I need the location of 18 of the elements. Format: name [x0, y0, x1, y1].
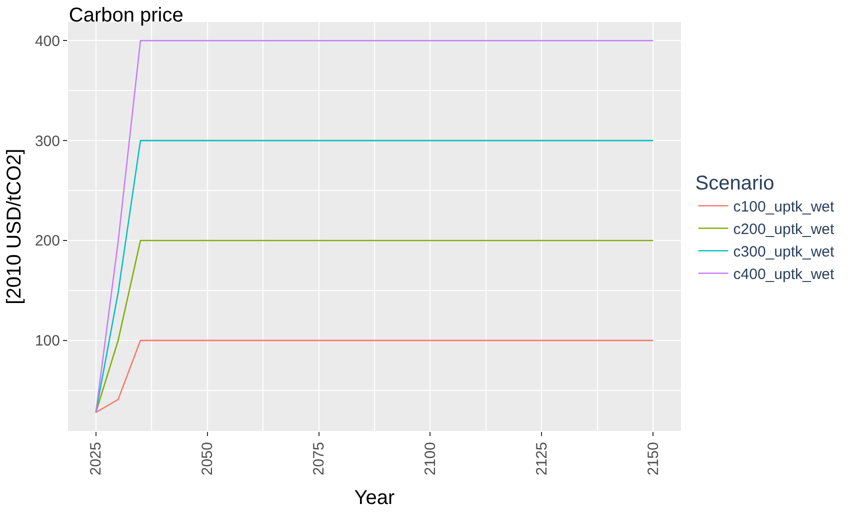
y-tick-label: 200: [34, 232, 60, 250]
legend-label: c100_uptk_wet: [733, 198, 835, 216]
legend-label: c300_uptk_wet: [733, 244, 835, 261]
y-tick-label: 400: [34, 32, 60, 50]
legend-label: c200_uptk_wet: [733, 221, 835, 238]
legend-label: c400_uptk_wet: [733, 266, 835, 284]
chart-title: Carbon price: [68, 4, 184, 27]
y-tick-label: 100: [34, 332, 60, 350]
y-axis-title: [2010 USD/tCO2]: [3, 148, 26, 304]
x-tick-label: 2100: [422, 442, 440, 476]
legend-title: Scenario: [695, 172, 774, 194]
x-tick-label: 2150: [645, 442, 662, 476]
x-tick-label: 2075: [310, 442, 328, 476]
x-tick-label: 2125: [534, 442, 551, 476]
x-tick-label: 2025: [88, 442, 105, 476]
x-axis-title: Year: [354, 486, 396, 509]
y-tick-label: 300: [34, 132, 60, 150]
x-tick-label: 2050: [199, 442, 216, 476]
